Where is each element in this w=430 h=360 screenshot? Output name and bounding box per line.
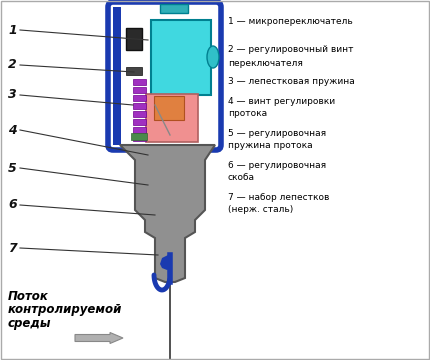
Text: 7 — набор лепестков: 7 — набор лепестков [228, 193, 329, 202]
Text: 3: 3 [8, 89, 17, 102]
FancyArrow shape [75, 333, 123, 343]
Bar [146, 94, 198, 142]
Text: 5 — регулировочная: 5 — регулировочная [228, 129, 326, 138]
Text: 4 — винт регулировки: 4 — винт регулировки [228, 96, 335, 105]
Bar [133, 127, 146, 133]
FancyBboxPatch shape [108, 2, 221, 150]
Bar [133, 79, 146, 85]
Polygon shape [160, 255, 172, 270]
Text: протока: протока [228, 109, 267, 118]
Text: 2: 2 [8, 58, 17, 72]
Bar [133, 119, 146, 125]
Bar [113, 7, 121, 145]
Ellipse shape [207, 46, 219, 68]
Text: 7: 7 [8, 242, 17, 255]
Text: 3 — лепестковая пружина: 3 — лепестковая пружина [228, 77, 355, 86]
Text: 5: 5 [8, 162, 17, 175]
Text: среды: среды [8, 318, 52, 330]
Bar [131, 133, 147, 140]
Bar [160, 4, 188, 13]
Text: скоба: скоба [228, 174, 255, 183]
Bar [133, 135, 146, 141]
Text: Поток: Поток [8, 289, 49, 302]
Text: 2 — регулировочный винт: 2 — регулировочный винт [228, 45, 353, 54]
Bar [151, 20, 211, 95]
Text: контролируемой: контролируемой [8, 303, 123, 316]
Bar [126, 67, 142, 75]
Bar [133, 95, 146, 101]
Text: 1: 1 [8, 23, 17, 36]
Polygon shape [120, 145, 215, 282]
Bar [133, 87, 146, 93]
Bar [154, 96, 184, 120]
Text: 6: 6 [8, 198, 17, 211]
Text: переключателя: переключателя [228, 58, 303, 68]
Bar [133, 111, 146, 117]
Bar [133, 103, 146, 109]
Text: пружина протока: пружина протока [228, 141, 313, 150]
Bar [126, 28, 142, 50]
Text: (нерж. сталь): (нерж. сталь) [228, 206, 293, 215]
Text: 1 — микропереключатель: 1 — микропереключатель [228, 18, 353, 27]
Text: 4: 4 [8, 123, 17, 136]
Text: 6 — регулировочная: 6 — регулировочная [228, 161, 326, 170]
